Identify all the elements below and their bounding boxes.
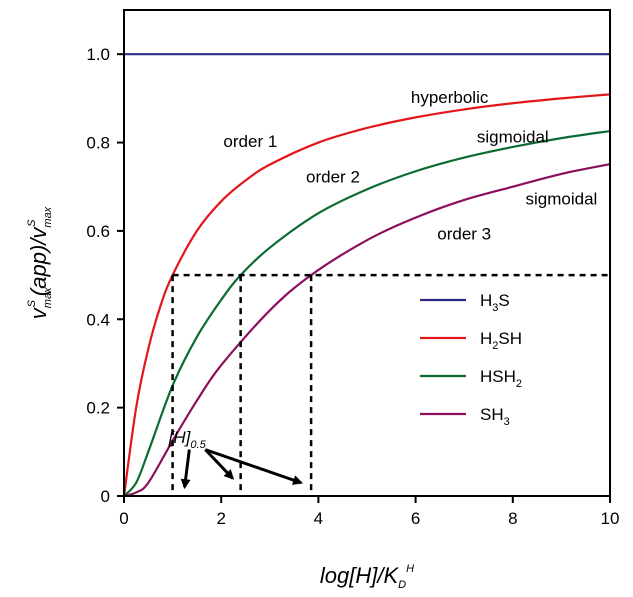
annotation-2: sigmoidal <box>477 128 549 147</box>
annotation-3: order 2 <box>306 167 360 186</box>
x-axis-title-base: log[H]/K <box>320 563 400 588</box>
y-axis-title: vmaxS(app)/vmaxS <box>26 206 54 319</box>
reference-lines <box>171 273 610 496</box>
x-axis: 0 2 4 6 8 10 <box>119 496 619 528</box>
x-axis-title-sup: H <box>406 563 414 575</box>
y-axis-title-b-sub: max <box>42 206 54 227</box>
y-tick-label: 1.0 <box>86 45 110 64</box>
y-tick-label: 0.8 <box>86 134 110 153</box>
x-tick-label: 10 <box>601 509 620 528</box>
plot-frame <box>123 9 611 497</box>
x-axis-title-sub: D <box>398 579 406 591</box>
x-tick-label: 6 <box>411 509 420 528</box>
series-line-3 <box>123 163 611 498</box>
y-axis-title-b-sup: S <box>26 219 38 227</box>
series-layer <box>122 53 611 498</box>
y-tick-label: 0.4 <box>86 310 110 329</box>
x-tick-label: 2 <box>216 509 225 528</box>
half-max-arrow-1 <box>204 448 235 480</box>
half-max-arrow-2 <box>204 448 304 485</box>
series-line-1 <box>122 93 611 497</box>
legend-label-2: HSH2 <box>480 367 522 390</box>
legend-label-1: H2SH <box>480 329 522 352</box>
x-tick-label: 4 <box>314 509 323 528</box>
y-tick-label: 0.2 <box>86 399 110 418</box>
y-axis-title-b: (app)/v <box>26 226 51 296</box>
annotation-0: hyperbolic <box>411 88 489 107</box>
y-axis-title-a-sup: S <box>26 299 38 307</box>
x-tick-label: 8 <box>508 509 517 528</box>
y-tick-label: 0 <box>101 487 110 506</box>
annotation-5: order 3 <box>437 225 491 244</box>
legend-label-0: H3S <box>480 291 510 314</box>
y-axis: 0 0.2 0.4 0.6 0.8 1.0 <box>86 45 124 506</box>
annotation-6: [H]0.5 <box>168 428 207 451</box>
annotations: hyperbolic order 1 sigmoidal order 2 sigmoid… <box>168 88 597 490</box>
annotation-1: order 1 <box>223 132 277 151</box>
annotation-4: sigmoidal <box>525 189 597 208</box>
half-max-arrow-0 <box>180 449 191 490</box>
x-axis-title: log[H]/KDH <box>320 563 414 591</box>
legend: H3S H2SH HSH2 SH3 <box>420 291 522 428</box>
series-line-2 <box>123 129 611 497</box>
y-tick-label: 0.6 <box>86 222 110 241</box>
y-axis-title-a: v <box>26 306 51 319</box>
x-tick-label: 0 <box>119 509 128 528</box>
legend-label-3: SH3 <box>480 405 510 428</box>
y-axis-title-a-sub: max <box>42 287 54 308</box>
